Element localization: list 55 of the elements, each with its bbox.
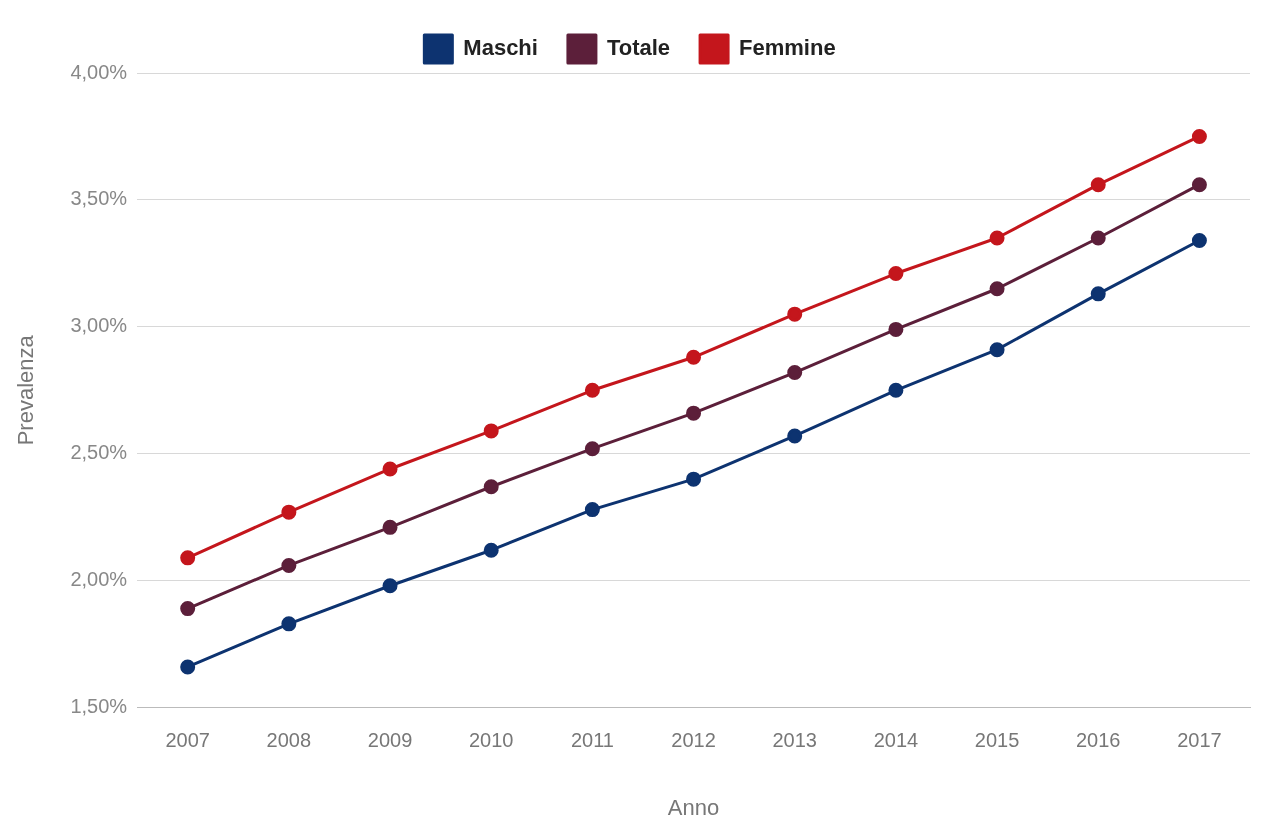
point <box>1090 230 1106 246</box>
point <box>989 281 1005 297</box>
point <box>686 405 702 421</box>
x-tick-label: 2010 <box>468 729 514 752</box>
point <box>584 441 600 457</box>
x-tick-label: 2007 <box>165 729 210 752</box>
x-tick-label: 2008 <box>266 729 312 752</box>
point <box>1090 286 1106 302</box>
point <box>989 230 1005 246</box>
point <box>281 616 297 632</box>
legend-label: Femmine <box>739 35 836 61</box>
point <box>382 578 398 594</box>
point <box>888 382 904 398</box>
point <box>180 550 196 566</box>
x-tick-label: 2016 <box>1075 729 1121 752</box>
point <box>888 266 904 282</box>
y-tick-label: 3,00% <box>70 314 128 337</box>
y-axis-title: Prevalenza <box>13 334 39 446</box>
point <box>382 461 398 477</box>
y-tick-label: 1,50% <box>70 695 128 718</box>
y-tick-label: 2,00% <box>70 568 128 591</box>
point <box>483 542 499 558</box>
x-tick-label: 2015 <box>974 729 1020 752</box>
point <box>382 519 398 535</box>
point <box>584 382 600 398</box>
point <box>180 601 196 617</box>
point <box>787 365 803 381</box>
point <box>787 306 803 322</box>
point <box>686 349 702 365</box>
point <box>483 479 499 495</box>
point <box>281 504 297 520</box>
y-tick-label: 4,00% <box>70 60 128 83</box>
legend-label: Totale <box>606 35 671 61</box>
y-tick-label: 2,50% <box>70 441 128 464</box>
y-tick-label: 3,50% <box>70 187 128 210</box>
legend-label: Maschi <box>463 35 538 61</box>
point <box>1191 128 1207 144</box>
point <box>180 659 196 675</box>
point <box>483 423 499 439</box>
point <box>686 471 702 487</box>
x-tick-label: 2011 <box>570 729 614 752</box>
x-tick-label: 2009 <box>367 729 413 752</box>
point <box>281 557 297 573</box>
point <box>888 321 904 337</box>
point <box>787 428 803 444</box>
point <box>1191 233 1207 249</box>
x-tick-label: 2012 <box>671 729 716 752</box>
x-tick-label: 2017 <box>1177 729 1222 752</box>
x-tick-label: 2013 <box>772 729 817 752</box>
point <box>1191 177 1207 193</box>
point <box>584 502 600 518</box>
x-tick-label: 2014 <box>873 729 919 752</box>
point <box>989 342 1005 358</box>
point <box>1090 177 1106 193</box>
x-axis-title: Anno <box>667 794 720 820</box>
